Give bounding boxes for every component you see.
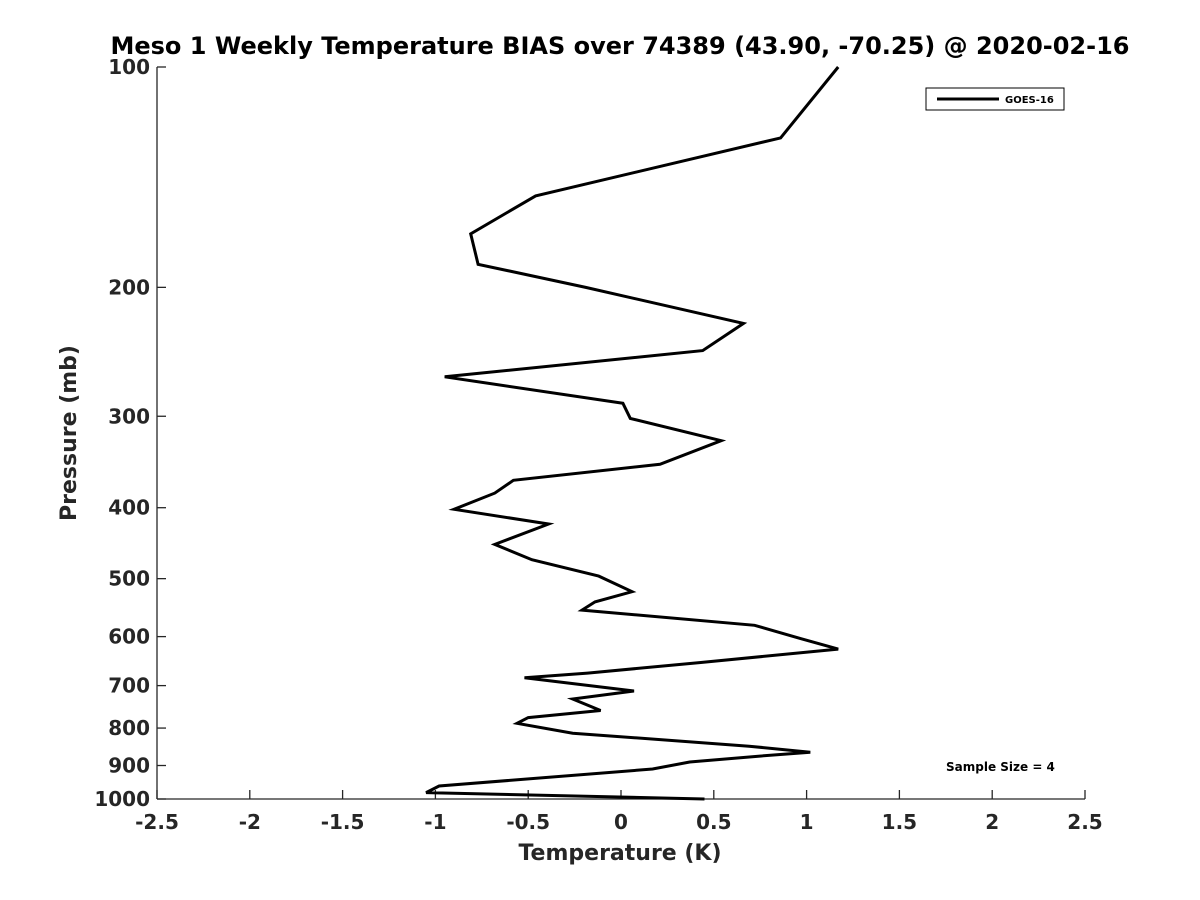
x-tick-label: -1 bbox=[424, 810, 446, 834]
x-tick-label: -1.5 bbox=[321, 810, 365, 834]
y-axis-ticks: 100 200 300 400 500 600 700 800 900 1000 bbox=[94, 55, 166, 811]
goes-16-series-line bbox=[425, 66, 840, 801]
y-tick-label: 700 bbox=[108, 674, 150, 698]
y-tick-label: 900 bbox=[108, 754, 150, 778]
x-tick-label: 1 bbox=[800, 810, 814, 834]
y-tick-label: 200 bbox=[108, 275, 150, 299]
x-tick-label: 1.5 bbox=[882, 810, 917, 834]
x-axis-label: Temperature (K) bbox=[518, 841, 721, 866]
x-tick-label: 0.5 bbox=[696, 810, 731, 834]
sample-size-annotation: Sample Size = 4 bbox=[946, 760, 1055, 774]
x-axis-ticks: -2.5 -2 -1.5 -1 -0.5 0 0.5 1 1.5 2 2.5 bbox=[135, 790, 1103, 834]
y-tick-label: 500 bbox=[108, 567, 150, 591]
y-axis-label: Pressure (mb) bbox=[57, 345, 82, 521]
y-tick-label: 800 bbox=[108, 716, 150, 740]
y-tick-label: 400 bbox=[108, 496, 150, 520]
legend: GOES-16 bbox=[925, 87, 1065, 111]
y-tick-label: 1000 bbox=[94, 787, 150, 811]
legend-label-goes-16: GOES-16 bbox=[1005, 95, 1054, 106]
x-tick-label: 2 bbox=[985, 810, 999, 834]
x-tick-label: -2.5 bbox=[135, 810, 179, 834]
chart-title: Meso 1 Weekly Temperature BIAS over 7438… bbox=[110, 32, 1129, 60]
x-tick-label: 0 bbox=[614, 810, 628, 834]
x-tick-label: 2.5 bbox=[1067, 810, 1102, 834]
y-tick-label: 600 bbox=[108, 625, 150, 649]
plot-area: -2.5 -2 -1.5 -1 -0.5 0 0.5 1 1.5 2 2.5 100 200 300 40… bbox=[94, 55, 1102, 834]
y-tick-label: 300 bbox=[108, 404, 150, 428]
x-tick-label: -2 bbox=[239, 810, 261, 834]
y-tick-label: 100 bbox=[108, 55, 150, 79]
x-tick-label: -0.5 bbox=[506, 810, 550, 834]
